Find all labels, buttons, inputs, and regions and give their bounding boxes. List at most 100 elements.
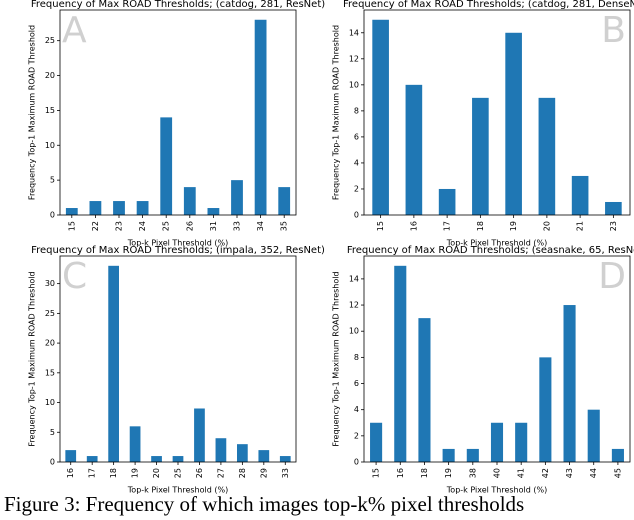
panel-letter: A <box>62 10 87 51</box>
x-axis-label: Top-k Pixel Threshold (%) <box>127 486 228 495</box>
x-tick-label: 19 <box>131 468 140 478</box>
bar <box>108 265 119 462</box>
panel-letter: B <box>601 10 626 51</box>
y-tick-label: 15 <box>45 368 55 377</box>
bar <box>372 19 389 216</box>
x-axis-label: Top-k Pixel Threshold (%) <box>446 239 547 248</box>
y-tick-label: 10 <box>349 80 359 89</box>
y-tick-label: 25 <box>45 309 55 318</box>
y-tick-label: 10 <box>45 398 55 407</box>
bar <box>258 450 270 462</box>
x-tick-label: 42 <box>541 468 550 478</box>
y-tick-label: 6 <box>354 132 359 141</box>
bar <box>254 19 267 216</box>
x-tick-label: 26 <box>185 221 194 231</box>
x-tick-label: 19 <box>444 468 453 478</box>
bar <box>438 188 456 215</box>
bar <box>65 450 77 462</box>
bar <box>563 305 576 462</box>
y-axis-label: Frequency Top-1 Maximum ROAD Threshold <box>28 25 37 200</box>
y-tick-label: 2 <box>354 184 359 193</box>
bar <box>515 422 528 462</box>
chart-title: Frequency of Max ROAD Thresholds; (catdo… <box>31 0 325 10</box>
bar <box>394 265 407 462</box>
x-tick-label: 15 <box>372 468 381 478</box>
chart-title: Frequency of Max ROAD Thresholds; (seasn… <box>347 245 634 256</box>
y-axis-label: Frequency Top-1 Maximum ROAD Threshold <box>28 271 37 446</box>
bar <box>160 117 173 215</box>
x-tick-label: 45 <box>613 468 622 478</box>
x-tick-label: 21 <box>576 221 585 231</box>
plot-frame <box>363 255 631 463</box>
x-tick-label: 43 <box>565 468 574 478</box>
x-tick-label: 15 <box>376 221 385 231</box>
bar <box>129 426 141 462</box>
x-tick-label: 34 <box>256 221 265 231</box>
y-tick-label: 0 <box>354 458 359 467</box>
bar <box>472 97 489 215</box>
bar <box>194 408 205 462</box>
bar <box>505 32 522 216</box>
y-tick-label: 0 <box>50 211 55 220</box>
chart-title: Frequency of Max ROAD Thresholds; (impal… <box>31 245 325 256</box>
y-tick-label: 14 <box>349 28 359 37</box>
x-tick-label: 16 <box>66 468 75 478</box>
bar <box>538 97 556 215</box>
bar <box>172 456 184 462</box>
x-tick-label: 28 <box>238 468 247 478</box>
x-tick-label: 41 <box>517 468 526 478</box>
x-tick-label: 44 <box>589 468 598 478</box>
x-tick-label: 26 <box>195 468 204 478</box>
caption: Figure 3: Frequency of which images top-… <box>4 492 524 516</box>
x-tick-label: 31 <box>209 221 218 231</box>
y-tick-label: 25 <box>45 36 55 45</box>
bar <box>611 448 624 462</box>
x-tick-label: 17 <box>443 221 452 231</box>
panel-letter: C <box>62 256 87 297</box>
y-tick-label: 12 <box>349 54 359 63</box>
bar <box>215 438 227 462</box>
y-tick-label: 20 <box>45 71 55 80</box>
y-tick-label: 5 <box>50 176 55 185</box>
bar <box>89 201 102 215</box>
bar <box>370 422 383 462</box>
x-tick-label: 16 <box>396 468 405 478</box>
y-tick-label: 4 <box>354 405 359 414</box>
panel-letter: D <box>598 256 626 297</box>
y-tick-label: 10 <box>45 141 55 150</box>
bar <box>587 409 600 462</box>
bar <box>442 448 455 462</box>
x-tick-label: 18 <box>420 468 429 478</box>
y-tick-label: 20 <box>45 339 55 348</box>
y-axis-label: Frequency Top-1 Maximum ROAD Threshold <box>332 271 341 446</box>
x-tick-label: 20 <box>152 468 161 478</box>
x-tick-label: 33 <box>281 468 290 478</box>
y-tick-label: 0 <box>354 211 359 220</box>
bar <box>405 84 423 215</box>
y-tick-label: 30 <box>45 279 55 288</box>
y-axis-label: Frequency Top-1 Maximum ROAD Threshold <box>332 25 341 200</box>
bar <box>418 318 431 462</box>
y-tick-label: 8 <box>354 353 359 362</box>
x-tick-label: 16 <box>409 221 418 231</box>
x-tick-label: 27 <box>216 468 225 478</box>
x-tick-label: 18 <box>109 468 118 478</box>
plot-frame <box>363 9 631 216</box>
bar <box>466 448 479 462</box>
bar <box>490 422 504 462</box>
bar <box>136 201 149 215</box>
x-tick-label: 24 <box>138 221 147 231</box>
x-tick-label: 35 <box>280 221 289 231</box>
chart-title: Frequency of Max ROAD Thresholds; (catdo… <box>343 0 634 10</box>
bar <box>605 201 622 215</box>
x-tick-label: 40 <box>493 468 502 478</box>
x-tick-label: 25 <box>174 468 183 478</box>
bar <box>207 208 220 215</box>
x-axis-label: Top-k Pixel Threshold (%) <box>446 486 547 495</box>
x-tick-label: 25 <box>162 221 171 231</box>
bar <box>279 456 291 462</box>
x-tick-label: 18 <box>476 221 485 231</box>
bar <box>571 175 589 215</box>
y-tick-label: 8 <box>354 106 359 115</box>
y-tick-label: 6 <box>354 379 359 388</box>
